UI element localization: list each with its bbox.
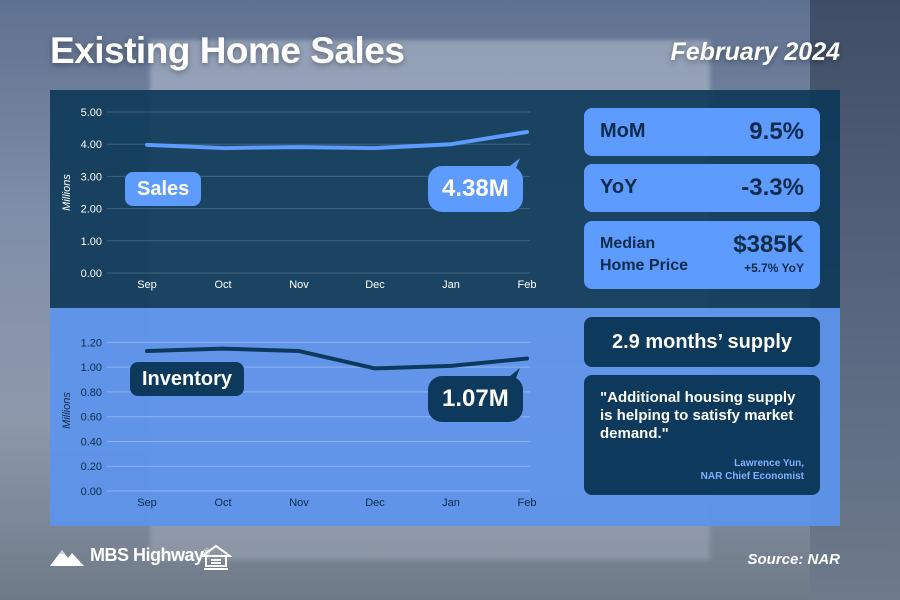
x-tick-label: Jan xyxy=(442,497,460,509)
x-tick-label: Jan xyxy=(442,279,460,291)
y-tick-label: 1.20 xyxy=(81,337,102,349)
x-tick-label: Oct xyxy=(214,279,231,291)
report-date: February 2024 xyxy=(670,38,840,66)
quote-attribution: Lawrence Yun, NAR Chief Economist xyxy=(701,457,804,483)
median-price-card: Median Home Price $385K +5.7% YoY xyxy=(584,221,820,289)
series-line-inventory xyxy=(145,346,529,371)
y-tick-label: 1.00 xyxy=(81,362,102,374)
yoy-stat-card: YoY -3.3% xyxy=(584,164,820,212)
sales-line-chart: 0.00 1.00 2.00 3.00 4.00 5.00 Millions Sep Oct No… xyxy=(61,107,537,291)
x-tick-label: Feb xyxy=(518,279,537,291)
quote-author-title: NAR Chief Economist xyxy=(700,471,804,482)
inventory-panel: 0.00 0.20 0.40 0.60 0.80 1.00 1.20 Millions Sep O… xyxy=(50,308,840,526)
inventory-callout: 1.07M xyxy=(428,376,523,422)
y-axis-label: Millions xyxy=(61,174,73,211)
sales-panel: 0.00 1.00 2.00 3.00 4.00 5.00 Millions Sep Oct No… xyxy=(50,90,840,308)
y-tick-label: 0.00 xyxy=(81,486,102,498)
quote-author: Lawrence Yun, xyxy=(734,458,804,469)
median-label-line2: Home Price xyxy=(600,257,689,274)
x-tick-label: Nov xyxy=(289,279,309,291)
brand-name: MBS Highway xyxy=(90,545,204,565)
equal-housing-icon xyxy=(200,544,232,570)
y-tick-label: 0.40 xyxy=(81,436,102,448)
median-label: Median Home Price xyxy=(600,233,710,277)
y-tick-label: 0.60 xyxy=(81,412,102,424)
mom-label: MoM xyxy=(600,120,646,142)
x-tick-label: Nov xyxy=(289,497,309,509)
months-supply-card: 2.9 months’ supply xyxy=(584,317,820,367)
quote-text: "Additional housing supply is helping to… xyxy=(600,389,796,442)
y-tick-label: 0.20 xyxy=(81,461,102,473)
x-tick-label: Dec xyxy=(365,497,385,509)
mom-stat-card: MoM 9.5% xyxy=(584,108,820,156)
x-tick-label: Sep xyxy=(137,497,157,509)
median-value: $385K xyxy=(733,231,804,258)
y-tick-label: 1.00 xyxy=(81,236,102,248)
mountain-logo-icon xyxy=(50,549,84,566)
x-tick-label: Feb xyxy=(518,497,537,509)
y-axis-label: Millions xyxy=(61,392,73,429)
mom-value: 9.5% xyxy=(749,118,804,145)
y-tick-label: 0.80 xyxy=(81,387,102,399)
brand-logo: MBS Highway ® xyxy=(50,545,210,566)
series-line-sales xyxy=(145,129,529,151)
yoy-value: -3.3% xyxy=(741,174,804,201)
y-tick-label: 0.00 xyxy=(81,268,102,280)
sales-callout: 4.38M xyxy=(428,166,523,212)
yoy-label: YoY xyxy=(600,176,638,198)
inventory-line-chart: 0.00 0.20 0.40 0.60 0.80 1.00 1.20 Millions Sep O… xyxy=(61,337,537,509)
y-tick-label: 2.00 xyxy=(81,204,102,216)
y-tick-label: 5.00 xyxy=(81,107,102,119)
inventory-tag: Inventory xyxy=(130,362,245,396)
sales-tag: Sales xyxy=(125,172,202,206)
page-title: Existing Home Sales xyxy=(50,30,405,71)
median-label-line1: Median xyxy=(600,235,656,252)
median-yoy-change: +5.7% YoY xyxy=(744,261,804,275)
x-tick-label: Sep xyxy=(137,279,157,291)
x-tick-label: Dec xyxy=(365,279,385,291)
y-tick-label: 4.00 xyxy=(81,139,102,151)
x-tick-label: Oct xyxy=(214,497,231,509)
source-label: Source: NAR xyxy=(747,551,840,568)
quote-card: "Additional housing supply is helping to… xyxy=(584,375,820,495)
y-tick-label: 3.00 xyxy=(81,171,102,183)
